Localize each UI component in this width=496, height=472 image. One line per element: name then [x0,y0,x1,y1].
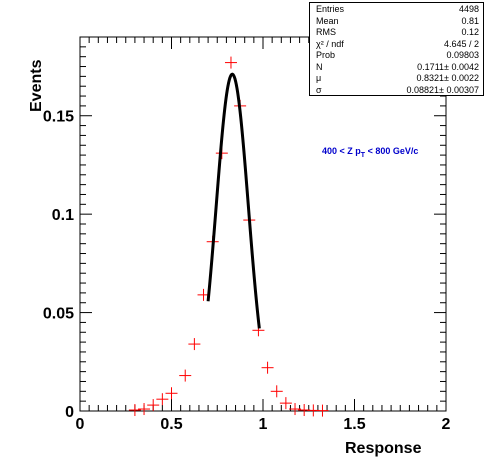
data-point [188,338,201,351]
stats-row: RMS 0.12 [316,27,479,38]
y-tick-label: 0.05 [43,306,74,323]
data-point [147,399,160,412]
x-tick-label: 1.5 [343,416,365,433]
stats-value: 0.09803 [446,50,479,60]
stats-key: Entries [316,4,345,14]
stats-key: Mean [316,15,339,26]
y-tick-label: 0.1 [52,207,74,224]
stats-value: 0.8321± 0.0022 [416,73,480,83]
data-points [128,56,329,417]
data-point [289,403,302,416]
data-point [261,361,274,374]
y-tick-label: 0 [65,404,74,421]
y-tick-label: 0.15 [43,109,74,126]
x-axis-label: Response [345,440,422,457]
x-tick-label: 0 [76,416,85,433]
data-point [138,403,151,416]
fit-curve [206,72,261,329]
stats-row: μ 0.8321± 0.0022 [316,73,479,84]
data-point [270,385,283,398]
tick-labels: 0 0.5 1 1.5 2 0 0.05 0.1 0.15 [43,109,451,433]
data-point [179,369,192,382]
x-tick-label: 1 [259,416,268,433]
stats-value: 4.645 / 2 [443,38,479,49]
data-point [156,393,169,406]
stats-row: N 0.1711± 0.0042 [316,62,479,73]
stats-value: 0.81 [461,15,479,26]
stats-key: χ² / ndf [316,38,344,49]
data-point [128,404,141,417]
stats-row: χ² / ndf 4.645 / 2 [316,39,479,50]
data-point [316,404,329,417]
stats-box: Entries 4498 Mean 0.81 RMS 0.12 χ² / ndf 4.645 … [309,2,484,96]
stats-value: 0.12 [461,27,479,37]
data-point [279,397,292,410]
stats-key: Prob [316,50,336,60]
pt-range-annotation: 400 < Z pT < 800 GeV/c [322,146,419,159]
stats-row: Mean 0.81 [316,16,479,27]
stats-row: Entries 4498 [316,4,479,15]
stats-key: RMS [316,27,336,37]
stats-row: Prob 0.09803 [316,50,479,61]
data-point [165,387,178,400]
stats-row: σ 0.08821± 0.00307 [316,85,479,96]
stats-value: 0.08821± 0.00307 [406,84,479,95]
y-axis-label: Events [28,59,45,112]
stats-key: σ [316,84,322,95]
stats-value: 4498 [458,4,479,14]
x-tick-label: 0.5 [160,416,182,433]
stats-value: 0.1711± 0.0042 [417,61,479,72]
stats-key: N [316,61,323,72]
stats-key: μ [316,73,322,83]
data-point [224,56,237,69]
x-tick-label: 2 [442,416,451,433]
